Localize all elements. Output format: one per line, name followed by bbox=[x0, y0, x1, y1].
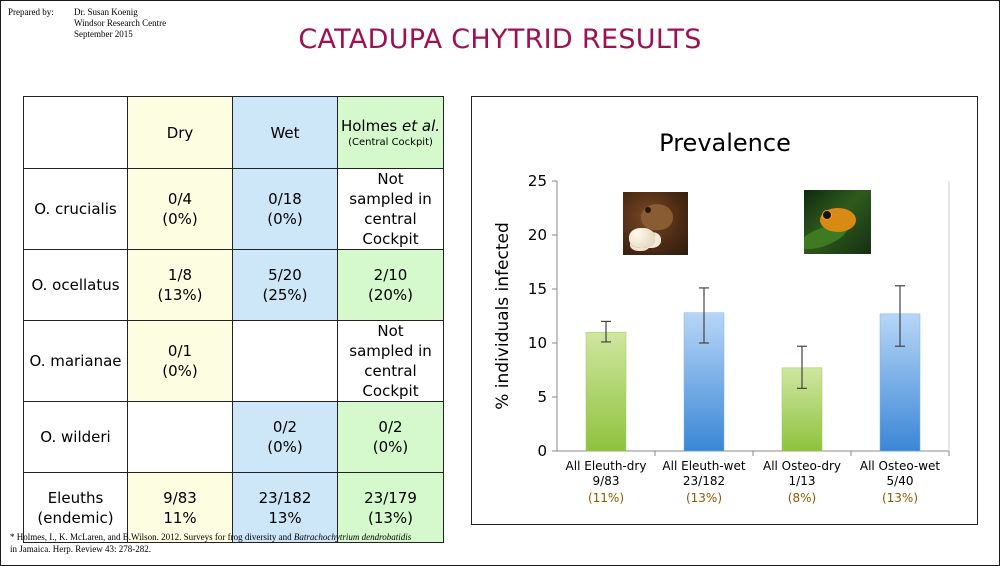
footnote-line-1: * Holmes, I., K. McLaren, and B.Wilson. … bbox=[10, 531, 411, 543]
prepared-by-label: Prepared by: bbox=[8, 7, 54, 17]
table-row: O. wilderi 0/2 (0%) 0/2 (0%) bbox=[23, 401, 444, 473]
footnote-species-name: Batrachochytrium dendrobatidis bbox=[293, 532, 412, 542]
footnote-citation: * Holmes, I., K. McLaren, and B.Wilson. … bbox=[10, 532, 294, 542]
dry-cell: 0/1 (0%) bbox=[127, 320, 233, 402]
date: September 2015 bbox=[74, 29, 133, 39]
wet-cell: 0/2 (0%) bbox=[232, 401, 338, 473]
prevalence-chart: Prevalence % individuals infected 0 5 10 15 20… bbox=[471, 96, 978, 525]
header-holmes: Holmes et al. (Central Cockpit) bbox=[337, 96, 444, 169]
table-row: O. ocellatus 1/8 (13%) 5/20 (25%) 2/10 (… bbox=[23, 249, 444, 321]
page-title: CATADUPA CHYTRID RESULTS bbox=[298, 24, 702, 55]
x-percent-label: (13%) bbox=[686, 491, 722, 505]
y-tick-label: 15 bbox=[528, 280, 547, 298]
x-category-label: All Osteo-wet bbox=[860, 459, 941, 473]
wet-cell: 5/20 (25%) bbox=[232, 249, 338, 321]
header-dry: Dry bbox=[127, 96, 233, 169]
y-axis-label: % individuals infected bbox=[493, 222, 513, 410]
species-cell: O. crucialis bbox=[23, 168, 128, 250]
y-tick-label: 25 bbox=[528, 172, 547, 190]
species-cell: O. wilderi bbox=[23, 401, 128, 473]
y-tick-label: 0 bbox=[537, 442, 547, 460]
footnote: * Holmes, I., K. McLaren, and B.Wilson. … bbox=[10, 531, 411, 555]
header-wet: Wet bbox=[232, 96, 338, 169]
x-percent-label: (8%) bbox=[788, 491, 816, 505]
footnote-line-2: in Jamaica. Herp. Review 43: 278-282. bbox=[10, 544, 151, 554]
header-holmes-main: Holmes bbox=[340, 117, 403, 135]
holmes-cell: Not sampled in central Cockpit bbox=[337, 168, 444, 250]
holmes-cell: Not sampled in central Cockpit bbox=[337, 320, 444, 402]
frog-eye bbox=[645, 207, 651, 213]
egg-cluster bbox=[629, 228, 655, 248]
wet-cell: 0/18 (0%) bbox=[232, 168, 338, 250]
header-holmes-etal: et al. bbox=[402, 117, 441, 135]
dry-cell bbox=[127, 401, 233, 473]
frog-eye bbox=[822, 210, 832, 220]
x-count-label: 9/83 bbox=[593, 474, 620, 488]
dry-cell: 1/8 (13%) bbox=[127, 249, 233, 321]
orange-tree-frog-photo bbox=[804, 190, 871, 254]
species-cell: O. marianae bbox=[23, 320, 128, 402]
header-holmes-sub: (Central Cockpit) bbox=[348, 137, 433, 148]
table-row: Eleuths (endemic) 9/83 11% 23/182 13% 23… bbox=[23, 472, 444, 543]
x-count-label: 23/182 bbox=[683, 474, 725, 488]
x-count-label: 5/40 bbox=[887, 474, 914, 488]
dry-cell: 0/4 (0%) bbox=[127, 168, 233, 250]
species-cell: O. ocellatus bbox=[23, 249, 128, 321]
holmes-cell: 23/179 (13%) bbox=[337, 472, 444, 543]
organization: Windsor Research Centre bbox=[74, 18, 167, 28]
y-tick-label: 10 bbox=[528, 334, 547, 352]
x-count-label: 1/13 bbox=[789, 474, 816, 488]
chart-svg: Prevalence % individuals infected 0 5 10 15 20… bbox=[493, 129, 950, 505]
chart-title: Prevalence bbox=[659, 129, 791, 157]
wet-cell bbox=[232, 320, 338, 402]
x-category-label: All Eleuth-dry bbox=[566, 459, 647, 473]
y-tick-label: 5 bbox=[537, 388, 547, 406]
x-percent-label: (11%) bbox=[588, 491, 624, 505]
table-row: O. marianae 0/1 (0%) Not sampled in cent… bbox=[23, 320, 444, 402]
x-category-label: All Eleuth-wet bbox=[662, 459, 745, 473]
bar bbox=[585, 331, 627, 452]
table-header-row: Dry Wet Holmes et al. (Central Cockpit) bbox=[23, 96, 444, 169]
x-percent-label: (13%) bbox=[882, 491, 918, 505]
table-row: O. crucialis 0/4 (0%) 0/18 (0%) Not samp… bbox=[23, 168, 444, 250]
table-corner-cell bbox=[23, 96, 128, 169]
author-name: Dr. Susan Koenig bbox=[74, 7, 138, 17]
y-tick-label: 20 bbox=[528, 226, 547, 244]
frog-with-eggs-photo bbox=[623, 192, 688, 255]
species-cell: Eleuths (endemic) bbox=[23, 472, 128, 543]
results-table: Dry Wet Holmes et al. (Central Cockpit) O… bbox=[23, 96, 444, 543]
holmes-cell: 0/2 (0%) bbox=[337, 401, 444, 473]
prepared-by-details: Dr. Susan Koenig Windsor Research Centre… bbox=[74, 7, 166, 40]
x-category-label: All Osteo-dry bbox=[763, 459, 841, 473]
holmes-cell: 2/10 (20%) bbox=[337, 249, 444, 321]
